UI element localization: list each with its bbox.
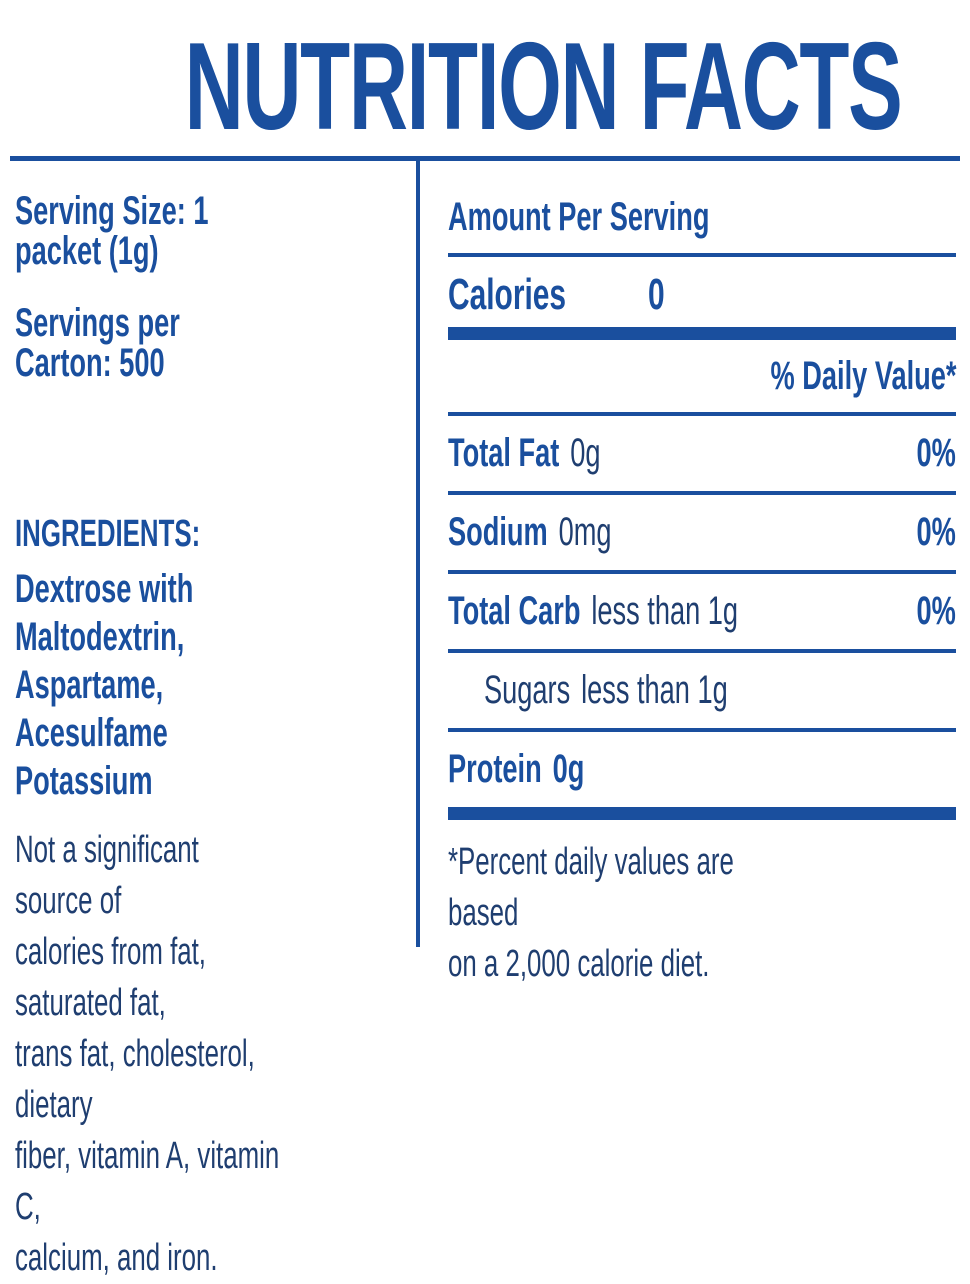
title-divider (10, 156, 960, 162)
nutrient-name: Sugars (484, 668, 571, 713)
page-title-text: NUTRITION FACTS (184, 18, 903, 156)
calories-row: Calories 0 (448, 273, 956, 317)
nutrient-row-total-carb: Total Carb less than 1g 0% (448, 574, 956, 649)
calories-value: 0 (647, 270, 665, 320)
nutrient-amount: less than 1g (591, 589, 739, 634)
nutrient-amount: less than 1g (581, 668, 728, 713)
nutrient-amount: 0g (570, 431, 601, 476)
nutrient-row-sugars: Sugars less than 1g (448, 653, 956, 728)
serving-info-panel: Serving Size: 1 packet (1g) Servings per… (0, 161, 416, 1279)
row-divider (448, 570, 956, 575)
ingredients-heading: INGREDIENTS: (15, 513, 201, 556)
nutrient-name: Total Fat (448, 431, 560, 476)
nutrient-name: Protein (448, 747, 542, 792)
nutrient-row-sodium: Sodium 0mg 0% (448, 495, 956, 570)
nutrient-row-protein: Protein 0g (448, 732, 956, 807)
serving-size: Serving Size: 1 packet (1g) (15, 189, 209, 274)
row-divider (448, 649, 956, 654)
row-divider (448, 728, 956, 733)
rule-below-calories (448, 327, 956, 341)
rule-below-amount-per-serving (448, 253, 956, 258)
daily-value-header: % Daily Value* (770, 354, 956, 399)
nutrient-name: Total Carb (448, 589, 581, 634)
calories-label: Calories (448, 270, 567, 320)
nutrient-daily-value: 0% (916, 431, 956, 476)
nutrition-facts-panel: Amount Per Serving Calories 0 % Daily Val… (416, 161, 970, 985)
nutrient-name: Sodium (448, 510, 548, 555)
nutrient-row-total-fat: Total Fat 0g 0% (448, 416, 956, 491)
servings-per-carton: Servings per Carton: 500 (15, 301, 180, 386)
rule-below-protein (448, 807, 956, 821)
nutrient-amount: 0g (552, 747, 585, 792)
daily-value-footnote: *Percent daily values are based on a 2,0… (448, 841, 734, 986)
rule-below-daily-value-header (448, 412, 956, 417)
amount-per-serving-label: Amount Per Serving (448, 195, 710, 240)
nutrient-daily-value: 0% (916, 589, 956, 634)
nutrient-disclaimer: Not a significant source of calories fro… (15, 829, 280, 1280)
nutrient-daily-value: 0% (916, 510, 956, 555)
ingredients-list: Dextrose with Maltodextrin, Aspartame, A… (15, 567, 194, 804)
page-title: NUTRITION FACTS (0, 0, 970, 156)
row-divider (448, 491, 956, 496)
label-body: Serving Size: 1 packet (1g) Servings per… (0, 161, 970, 1279)
nutrient-amount: 0mg (558, 510, 612, 555)
